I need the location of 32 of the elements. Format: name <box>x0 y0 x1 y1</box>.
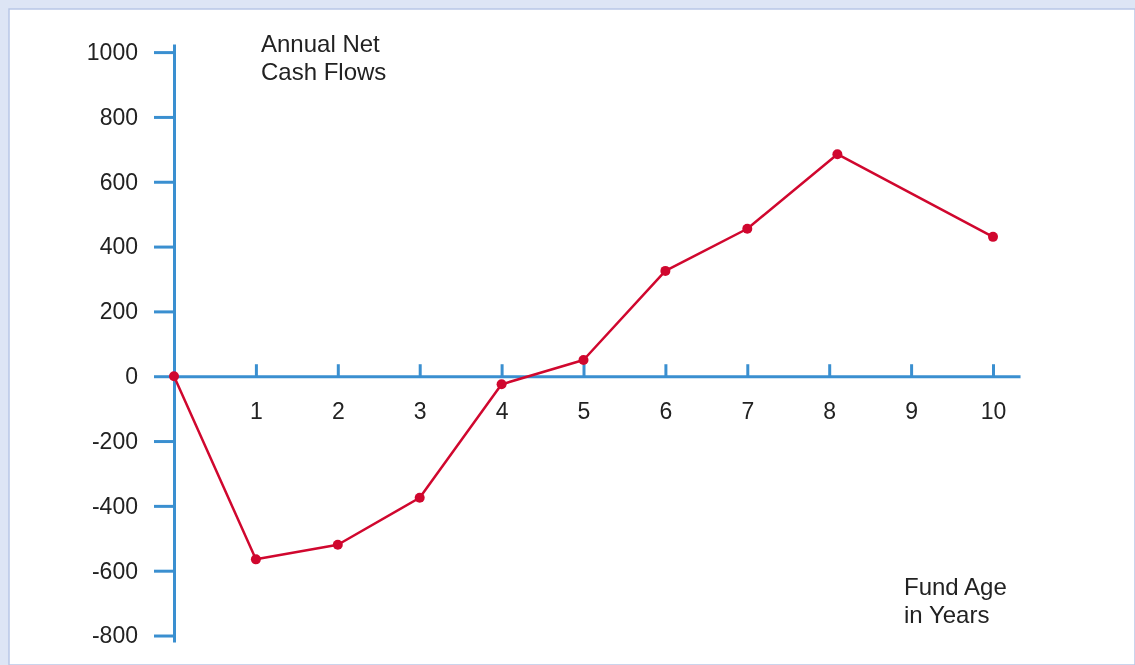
y-tick-label: 600 <box>99 168 138 195</box>
x-axis-title: Fund Age in Years <box>904 573 1007 628</box>
x-tick-label: 9 <box>905 397 918 424</box>
x-tick-label: 3 <box>413 397 427 424</box>
x-tick-label: 4 <box>495 397 509 424</box>
y-tick-label: -200 <box>91 427 138 454</box>
y-tick-label: -400 <box>91 492 138 519</box>
x-tick-label: 7 <box>741 397 755 424</box>
x-tick-label: 5 <box>577 397 591 424</box>
y-tick-label: -800 <box>91 622 138 649</box>
y-tick-label: 800 <box>99 103 138 130</box>
y-tick-label: 0 <box>125 363 138 390</box>
point <box>250 554 261 565</box>
point <box>332 539 343 550</box>
y-axis-title: Annual Net Cash Flows <box>261 30 387 85</box>
point <box>742 223 753 234</box>
point <box>988 231 998 242</box>
x-tick-label: 1 <box>250 397 263 424</box>
x-tick-label: 8 <box>823 397 837 424</box>
y-tick-label: -600 <box>91 557 138 584</box>
y-tick-label: 400 <box>99 233 138 260</box>
x-tick-label: 10 <box>980 397 1007 424</box>
point <box>578 355 589 366</box>
point <box>832 149 843 160</box>
y-tick-label: 200 <box>99 298 138 325</box>
y-tick-label: 1000 <box>86 38 138 65</box>
point <box>169 371 179 382</box>
x-tick-label: 6 <box>659 397 673 424</box>
point <box>660 265 671 276</box>
point <box>414 492 425 503</box>
point <box>496 379 507 390</box>
x-tick-label: 2 <box>331 397 345 424</box>
